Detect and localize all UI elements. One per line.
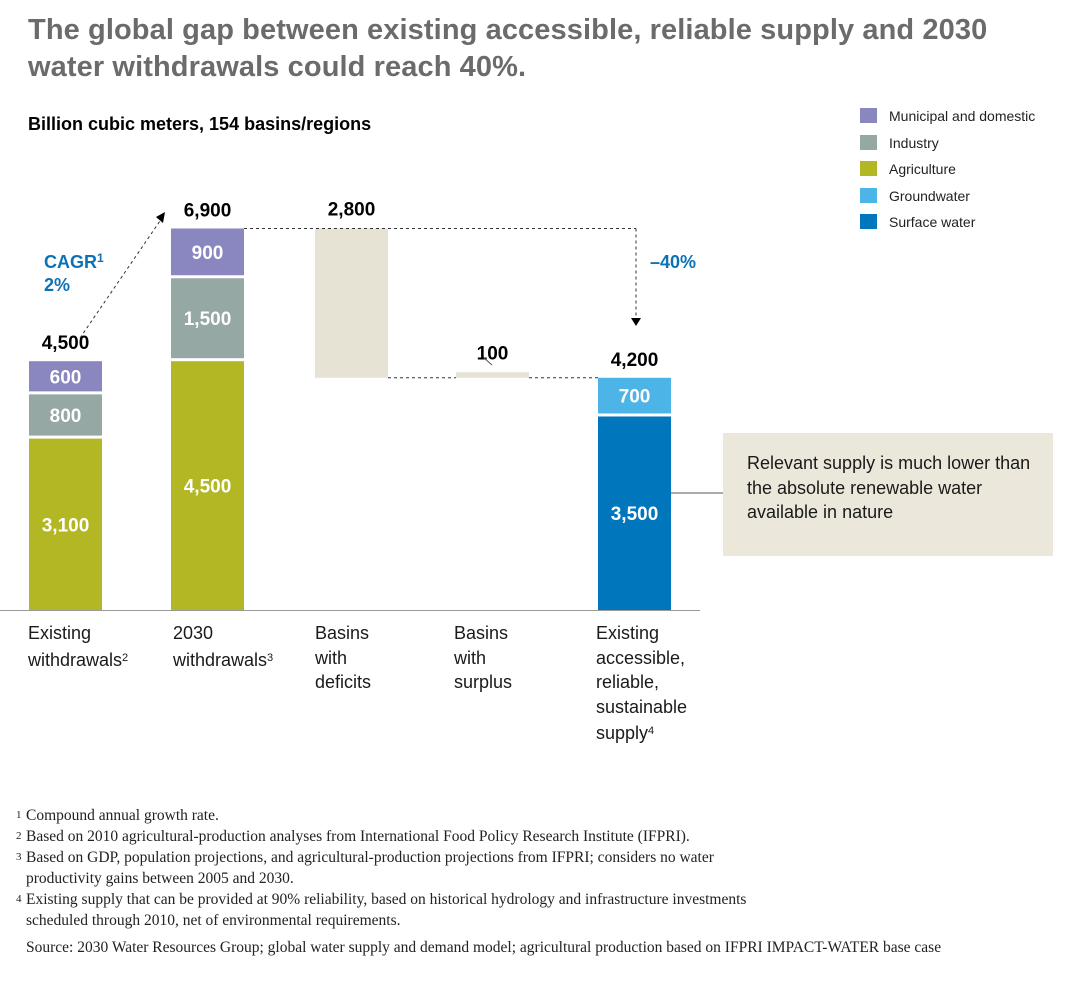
legend-label-industry: Industry [889,134,939,151]
footnote-2: 2 Based on 2010 agricultural-production a… [16,826,986,847]
legend-item-groundwater: Groundwater [860,186,1065,213]
category-text: 2030 withdrawals [173,623,268,670]
bar-floating-3 [456,372,529,378]
callout-box: Relevant supply is much lower than the a… [723,433,1053,556]
bar-total-label-1: 6,900 [184,201,232,222]
category-text: Basins with deficits [315,623,372,692]
footnote-1: 1 Compound annual growth rate. [16,805,986,826]
category-text: Existing withdrawals [28,623,123,670]
legend-label-municipal: Municipal and domestic [889,108,1036,124]
cagr-label: CAGR1 [44,251,104,272]
segment-label: 4,500 [184,477,232,498]
category-label-basins-deficits: Basins with deficits [315,621,390,695]
gap-percent-label: –40% [650,252,696,272]
legend-label-agriculture: Agriculture [889,161,956,177]
legend-item-municipal: Municipal and domestic [860,106,1065,133]
legend-item-surface-water: Surface water [860,212,1065,239]
category-label-existing-withdrawals: Existing withdrawals2 [28,621,158,672]
chart-subtitle: Billion cubic meters, 154 basins/regions [28,114,372,134]
segment-label: 1,500 [184,309,232,330]
source-note: Source: 2030 Water Resources Group; glob… [26,939,942,956]
bar-segment-surface-water [598,416,671,610]
footnote-text: Based on 2010 agricultural-production an… [26,828,690,845]
cagr-arrow-line [79,217,163,339]
category-label-2030-withdrawals: 2030 withdrawals3 [173,621,293,672]
footnote-text: Existing supply that can be provided at … [26,891,747,929]
bar-segment-agriculture [29,438,102,610]
bar-total-label-2: 2,800 [328,200,376,221]
footnote-3: 3 Based on GDP, population projections, a… [16,847,986,889]
footnote-text: Based on GDP, population projections, an… [26,849,714,887]
footnote-ref: 4 [648,725,655,737]
legend: Municipal and domestic Industry Agricult… [860,106,1065,239]
bar-segment-agriculture [171,361,244,610]
footnote-4: 4 Existing supply that can be provided at… [16,889,986,931]
category-text: Existing accessible, reliable, sustainab… [596,623,688,743]
cagr-value: 2% [44,275,70,295]
footnote-mark: 1 [16,809,22,821]
legend-swatch-municipal [860,108,877,123]
legend-label-groundwater: Groundwater [889,187,970,204]
cagr-footnote-ref: 1 [97,251,104,265]
segment-label: 3,100 [42,515,90,536]
legend-swatch-surface-water [860,214,877,229]
footnote-ref: 3 [267,651,274,664]
footnotes: 1 Compound annual growth rate. 2 Based on … [16,805,986,958]
bar-segment-groundwater [598,377,671,414]
bar-total-label-3: 100 [477,343,509,364]
callout-text: Relevant supply is much lower than the a… [747,453,1031,522]
bar-floating-2 [315,228,388,378]
bar-total-label-4: 4,200 [611,350,659,371]
chart-title: The global gap between existing accessib… [28,14,988,83]
legend-item-agriculture: Agriculture [860,159,1065,186]
category-label-existing-supply: Existing accessible, reliable, sustainab… [596,621,708,746]
segment-label: 900 [192,243,224,264]
legend-swatch-agriculture [860,161,877,176]
segment-label: 600 [50,367,82,388]
segment-label: 700 [619,387,651,408]
footnote-ref: 2 [122,651,129,664]
bar-segment-industry [29,394,102,436]
footnote-mark: 2 [16,830,22,842]
gap-arrow-head [631,318,641,326]
bar-total-label-0: 4,500 [42,333,90,354]
footnote-mark: 3 [16,851,22,863]
category-text: Basins with surplus [454,623,513,692]
cagr-arrow-head [156,212,165,223]
legend-swatch-industry [860,134,877,150]
segment-label: 3,500 [611,504,659,525]
legend-label-surface-water: Surface water [889,214,976,230]
segment-label: 800 [50,406,82,427]
bar-segment-industry [171,278,244,359]
bar-segment-municipal-and-domestic [29,361,102,392]
footnote-mark: 4 [16,893,22,905]
category-label-basins-surplus: Basins with surplus [454,621,529,695]
legend-swatch-groundwater [860,187,877,203]
footnote-text: Compound annual growth rate. [26,807,219,824]
legend-item-industry: Industry [860,133,1065,160]
bar-segment-municipal-and-domestic [171,228,244,276]
surplus-leader-line [483,357,493,366]
